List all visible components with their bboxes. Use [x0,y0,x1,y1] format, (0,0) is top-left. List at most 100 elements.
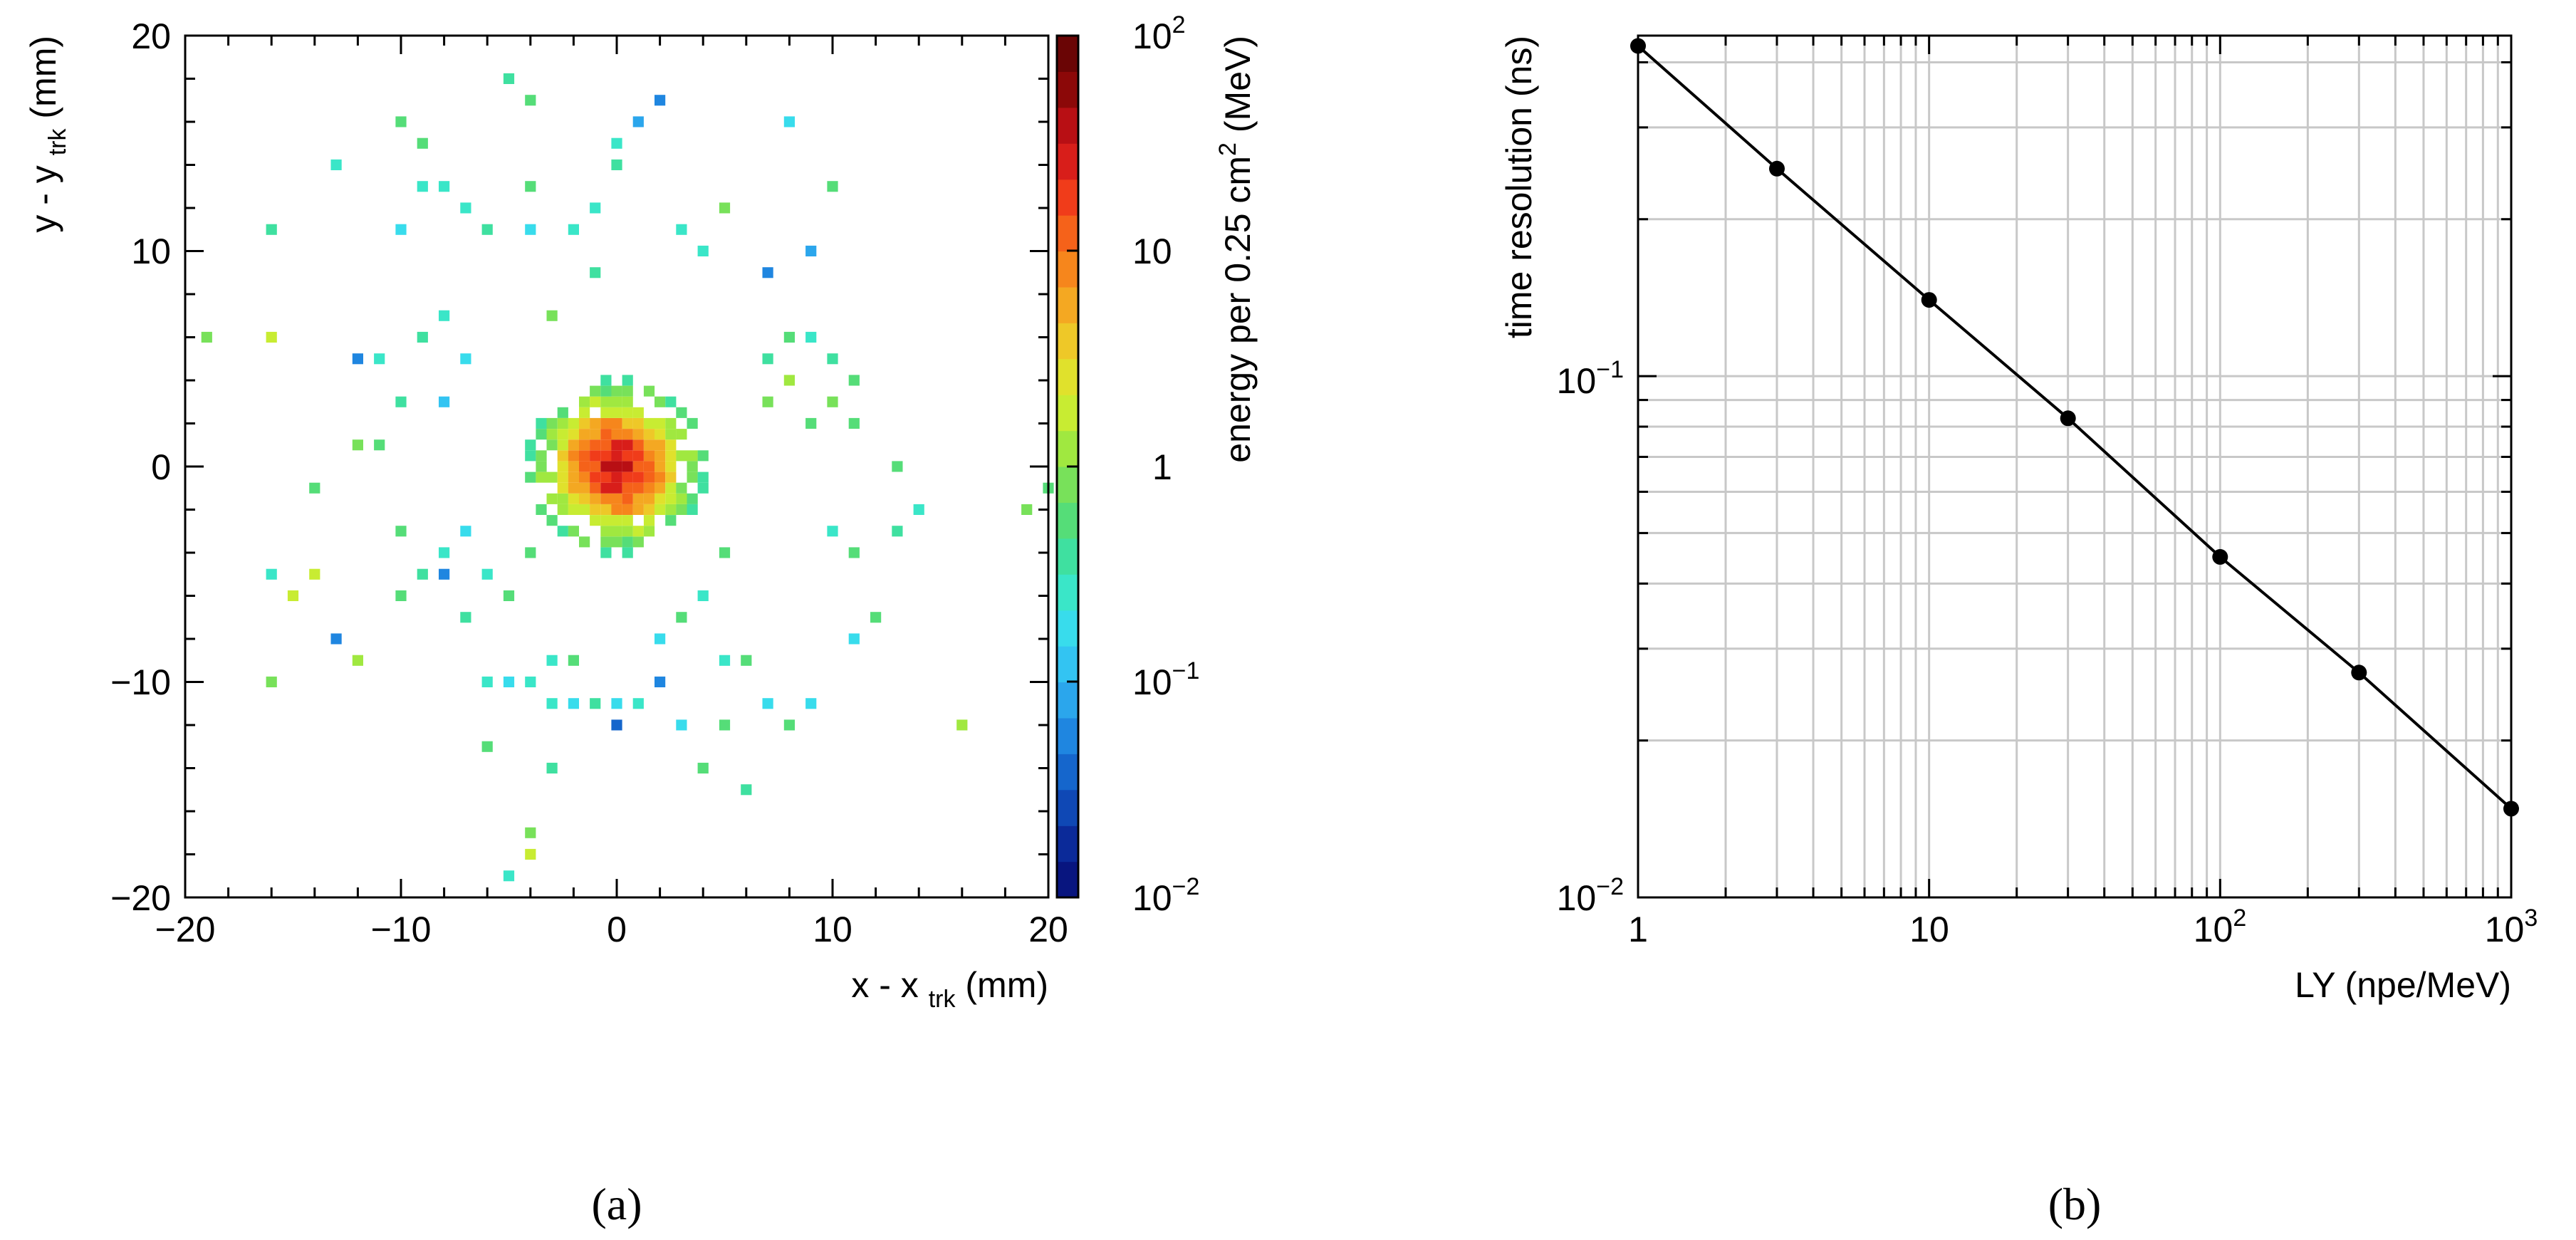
heatmap-cell [697,471,709,483]
heatmap-cell [632,482,644,494]
heatmap-cell [655,504,666,515]
heatmap-cell [600,526,612,537]
heatmap-cell [579,461,590,472]
heatmap-cell [622,547,633,558]
heatmap-cell [783,375,795,386]
heatmap-cell [622,482,633,494]
heatmap-cell [611,429,622,440]
heatmap-cell [805,417,817,429]
heatmap-cell [632,417,644,429]
heatmap-cell [643,515,655,526]
heatmap-cell [600,417,612,429]
heatmap-cell [525,224,536,235]
colorbar-segment [1057,717,1078,754]
heatmap-cell [632,116,644,127]
heatmap-cell [579,482,590,494]
x-tick-label: 10 [1909,910,1949,949]
heatmap-cell [600,429,612,440]
heatmap-cell [266,224,277,235]
heatmap-cell [643,526,655,537]
heatmap-cell [546,439,558,451]
heatmap-cell [611,526,622,537]
heatmap-cell [439,181,450,192]
line-tick-marks [1637,36,2511,899]
heatmap-cell [655,450,666,462]
heatmap-cell [676,504,687,515]
heatmap-cell [481,676,493,687]
heatmap-cell [536,450,547,462]
heatmap-cell [870,612,882,623]
heatmap-cell [665,450,677,462]
heatmap-cell [590,439,601,451]
heatmap-cell [568,698,579,709]
colorbar-segment [1057,107,1078,144]
heatmap-cell [568,471,579,483]
heatmap-cell [687,471,698,483]
heatmap-cells [201,73,1054,882]
colorbar-segment [1057,179,1078,216]
heatmap-cell [579,439,590,451]
heatmap-cell [525,547,536,558]
heatmap-cell [600,450,612,462]
heatmap-cell [783,719,795,731]
heatmap-cell [655,95,666,106]
heatmap-cell [632,493,644,504]
heatmap-cell [655,676,666,687]
x-tick-label: 10 [813,910,852,949]
heatmap-cell [611,461,622,472]
heatmap-cell [568,655,579,666]
heatmap-cell [600,407,612,418]
heatmap-cell [481,224,493,235]
heatmap-cell [676,450,687,462]
heatmap-cell [611,482,622,494]
heatmap-cell [827,181,838,192]
heatmap-cell [568,482,579,494]
heatmap-cell [330,159,342,170]
heatmap-cell [622,439,633,451]
heatmap-cell [374,353,385,365]
heatmap-cell [546,417,558,429]
heatmap-cell [352,439,363,451]
heatmap-cell [600,471,612,483]
heatmap-cell [632,526,644,537]
heatmap-cell [622,407,633,418]
heatmap-cell [643,429,655,440]
heatmap-cell [309,482,320,494]
heatmap-cell [622,471,633,483]
heatmap-cell [568,450,579,462]
colorbar-segment [1057,323,1078,360]
heatmap-cell [557,450,568,462]
heatmap-cell [632,429,644,440]
heatmap-cell [568,504,579,515]
heatmap-cell [503,870,515,882]
heatmap-cell [481,568,493,580]
colorbar-tick-marks [1067,34,1078,899]
colorbar [1057,36,1078,898]
heatmap-cell [600,482,612,494]
heatmap-cell [611,417,622,429]
heatmap-cell [805,698,817,709]
heatmap-cell [611,515,622,526]
heatmap-cell [287,590,299,601]
heatmap-cell [536,429,547,440]
colorbar-segment [1057,789,1078,826]
heatmap-cell [632,504,644,515]
heatmap-cell [655,396,666,407]
heatmap-cell [546,429,558,440]
heatmap-cell [676,612,687,623]
heatmap-cell [622,396,633,407]
heatmap-cell [697,482,709,494]
heatmap-cell [622,493,633,504]
heatmap-cell [525,439,536,451]
heatmap-cell [557,429,568,440]
colorbar-tick-label: 10−1 [1132,657,1199,702]
heatmap-cell [557,417,568,429]
heatmap-cell [579,471,590,483]
heatmap-cell [762,353,773,365]
heatmap-cell [611,407,622,418]
heatmap-cell [655,417,666,429]
heatmap-cell [525,471,536,483]
heatmap-cell [665,461,677,472]
heatmap-cell [762,396,773,407]
colorbar-segment [1057,861,1078,898]
